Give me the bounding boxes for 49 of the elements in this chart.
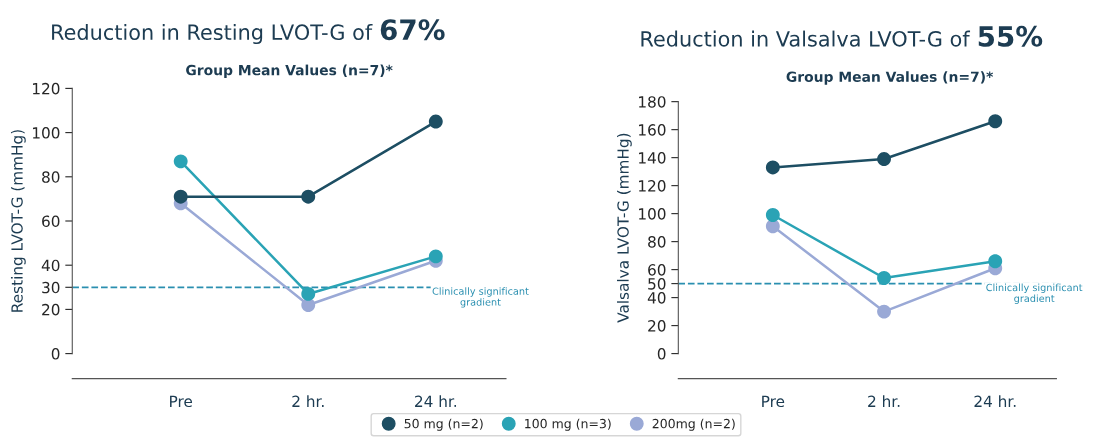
point <box>301 286 316 301</box>
point <box>765 208 780 222</box>
y-tick-label: 60 <box>648 264 666 276</box>
point <box>877 271 891 285</box>
point <box>428 249 443 264</box>
point <box>877 152 891 166</box>
y-tick-label: 80 <box>42 171 60 183</box>
legend-label: 200mg (n=2) <box>652 418 735 431</box>
legend-label: 100 mg (n=3) <box>525 418 611 431</box>
point <box>428 114 443 129</box>
point <box>173 154 188 169</box>
chart-title: Reduction in Resting LVOT-G of 67% <box>52 19 445 45</box>
x-tick-label: Pre <box>170 395 193 408</box>
point <box>988 254 1003 269</box>
y-tick-label: 20 <box>42 303 60 316</box>
x-tick-label: 2 hr. <box>292 395 324 407</box>
y-axis-title: Valsalva LVOT-G (mmHg) <box>617 133 632 323</box>
y-tick-label: 100 <box>639 208 666 220</box>
y-tick-label: 0 <box>51 348 60 360</box>
point <box>877 304 891 319</box>
y-tick-label: 140 <box>639 152 666 164</box>
chart-title: Reduction in Valsalva LVOT-G of 55% <box>641 25 1043 47</box>
y-tick-label: 100 <box>32 127 60 139</box>
y-tick-label: 50 <box>648 278 666 290</box>
chart-subtitle: Group Mean Values (n=7)* <box>186 64 393 79</box>
y-tick-label: 120 <box>639 180 666 192</box>
y-tick-label: 160 <box>639 124 666 136</box>
point <box>988 114 1003 129</box>
point <box>765 160 780 175</box>
y-tick-label: 40 <box>41 259 60 272</box>
point <box>301 189 316 204</box>
x-tick-label: 2 hr. <box>868 395 900 407</box>
annotation: Clinically significant gradient <box>986 283 1083 304</box>
y-tick-label: 60 <box>42 215 60 228</box>
y-tick-label: 20 <box>648 320 666 332</box>
x-tick-label: 24 hr. <box>415 395 457 407</box>
point <box>173 189 188 204</box>
y-tick-label: 0 <box>657 348 666 360</box>
y-tick-label: 180 <box>639 96 666 108</box>
legend-label: 50 mg (n=2) <box>404 418 483 431</box>
y-tick-label: 80 <box>648 236 666 248</box>
y-tick-label: 40 <box>647 292 666 304</box>
chart-subtitle: Group Mean Values (n=7)* <box>786 71 994 85</box>
y-tick-label: 120 <box>32 82 60 95</box>
x-tick-label: Pre <box>762 395 785 408</box>
y-axis-title: Resting LVOT-G (mmHg) <box>10 130 26 312</box>
annotation: Clinically significant gradient <box>432 287 529 308</box>
x-tick-label: 24 hr. <box>974 395 1016 407</box>
y-tick-label: 30 <box>42 281 60 294</box>
